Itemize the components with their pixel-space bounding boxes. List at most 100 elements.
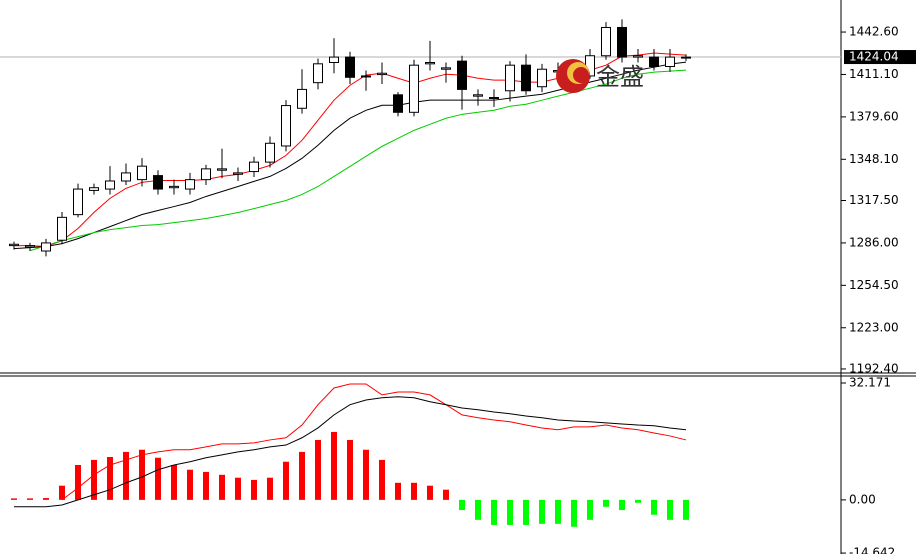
histogram-bar [11, 498, 17, 500]
histogram-bar [475, 499, 481, 520]
candle-body [377, 72, 387, 76]
y-tick-label: 32.171 [849, 376, 891, 390]
histogram-bar [411, 482, 417, 500]
candle-body [249, 161, 259, 173]
histogram-bar [203, 471, 209, 500]
candle-body [137, 165, 147, 181]
y-tick-label: 1442.60 [849, 25, 899, 39]
candle-body [185, 179, 195, 190]
histogram-bar [267, 477, 273, 500]
candle-body [25, 245, 35, 248]
candle-body [425, 61, 435, 65]
candle-body [313, 63, 323, 84]
y-tick-label: 1317.50 [849, 193, 899, 207]
candle-body [41, 242, 51, 252]
candle-body [441, 67, 451, 70]
histogram-bar [219, 474, 225, 500]
y-tick-label: 1192.40 [849, 361, 899, 375]
candle-body [9, 243, 19, 247]
histogram-bar [251, 479, 257, 500]
histogram-bar [347, 439, 353, 500]
histogram-bar [299, 451, 305, 500]
histogram-bar [283, 461, 289, 500]
candle-body [345, 56, 355, 78]
histogram-bar [459, 499, 465, 511]
candle-body [617, 26, 627, 58]
candle-body [121, 172, 131, 182]
y-tick-label: 1223.00 [849, 320, 899, 334]
histogram-bar [603, 499, 609, 507]
histogram-bar [91, 459, 97, 500]
histogram-bar [539, 499, 545, 524]
candle-body [505, 64, 515, 92]
histogram-bar [683, 499, 689, 520]
histogram-bar [107, 457, 113, 500]
candle-body [217, 168, 227, 171]
histogram-bar [187, 469, 193, 500]
histogram-bar [171, 465, 177, 500]
candle-body [489, 96, 499, 99]
histogram-bar [379, 459, 385, 500]
y-tick-label: 1254.50 [849, 278, 899, 292]
current-price-box [844, 50, 916, 65]
candle-body [665, 56, 675, 68]
y-tick-label: 1348.10 [849, 152, 899, 166]
candle-body [105, 180, 115, 190]
y-tick-label: 0.00 [849, 492, 876, 506]
candle-body [73, 188, 83, 216]
histogram-bar [491, 499, 497, 525]
histogram-bar [123, 451, 129, 500]
y-tick-label: 1379.60 [849, 109, 899, 123]
candle-body [281, 105, 291, 147]
histogram-bar [635, 499, 641, 503]
candle-body [633, 55, 643, 58]
histogram-bar [27, 498, 33, 500]
histogram-bar [619, 499, 625, 511]
candle-body [201, 168, 211, 181]
watermark [556, 59, 590, 93]
watermark-text: 金盛 [596, 63, 644, 91]
histogram-bar [507, 499, 513, 525]
y-tick-label: 1286.00 [849, 235, 899, 249]
candle-body [297, 88, 307, 109]
candle-body [537, 68, 547, 88]
histogram-bar [667, 499, 673, 520]
histogram-bar [555, 499, 561, 524]
candle-body [169, 185, 179, 189]
histogram-bar [587, 499, 593, 520]
watermark-logo [573, 67, 589, 83]
candle-body [265, 142, 275, 163]
candle-body [233, 172, 243, 175]
candle-body [153, 175, 163, 190]
histogram-bar [139, 449, 145, 500]
histogram-bar [523, 499, 529, 525]
candle-body [393, 94, 403, 113]
candle-body [457, 60, 467, 90]
current-price-label: 1424.04 [849, 50, 899, 64]
candle-body [681, 56, 691, 59]
histogram-bar [571, 499, 577, 527]
y-tick-label: 1411.10 [849, 67, 899, 81]
candle-body [521, 64, 531, 92]
histogram-bar [443, 489, 449, 500]
candle-body [601, 26, 611, 57]
candle-body [473, 94, 483, 97]
candle-body [329, 56, 339, 63]
y-tick-label: -14.642 [849, 546, 895, 554]
histogram-bar [59, 485, 65, 500]
histogram-bar [75, 465, 81, 500]
histogram-bar [331, 431, 337, 500]
candle-body [649, 56, 659, 68]
histogram-bar [43, 498, 49, 500]
candle-body [409, 64, 419, 113]
candle-body [361, 75, 371, 78]
histogram-bar [427, 485, 433, 500]
histogram-bar [315, 439, 321, 500]
histogram-bar [155, 457, 161, 500]
candle-body [57, 216, 67, 241]
histogram-bar [363, 449, 369, 500]
histogram-bar [651, 499, 657, 515]
